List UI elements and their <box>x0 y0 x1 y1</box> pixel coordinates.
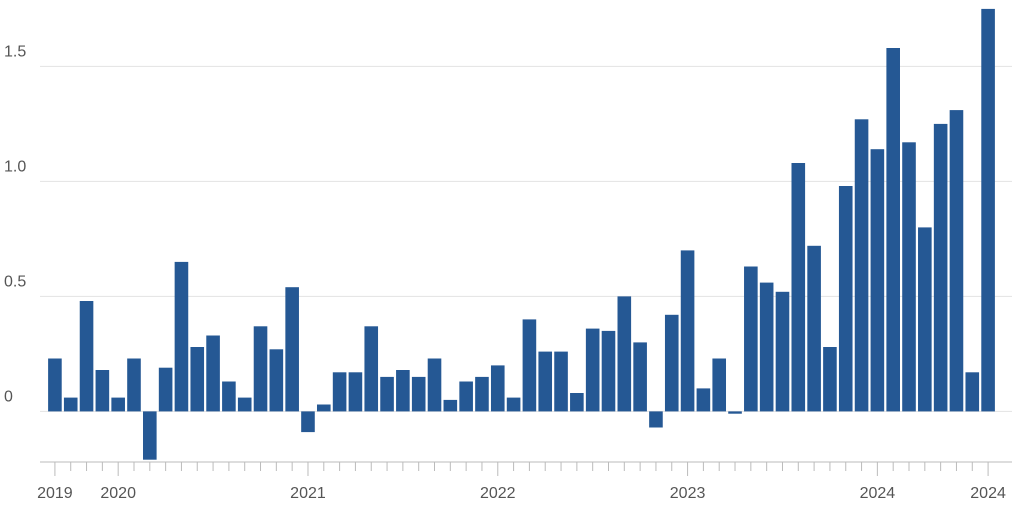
bar <box>63 397 78 412</box>
bar <box>728 411 742 414</box>
bar <box>744 266 758 412</box>
bar <box>190 347 205 412</box>
bar <box>601 330 616 412</box>
bar <box>443 399 458 412</box>
x-tick-label: 2020 <box>100 485 136 502</box>
bar <box>680 250 695 412</box>
bar <box>585 328 600 412</box>
bar <box>459 381 473 412</box>
bar <box>570 393 584 412</box>
y-tick-label: 1.0 <box>4 159 26 176</box>
bar <box>348 372 363 412</box>
bar <box>143 411 157 460</box>
y-tick-label: 0.5 <box>4 274 26 291</box>
bar <box>396 370 410 412</box>
bar <box>807 245 821 412</box>
bar <box>965 372 980 412</box>
bar <box>791 163 806 412</box>
x-tick-label: 2024 <box>860 485 896 502</box>
bar <box>759 282 774 412</box>
bar <box>301 411 315 433</box>
bar <box>823 347 837 412</box>
bar <box>427 358 442 412</box>
bar <box>506 397 521 412</box>
x-tick-label: 2023 <box>670 485 706 502</box>
x-tick-label: 2022 <box>480 485 516 502</box>
bar <box>918 227 932 412</box>
bar <box>332 372 347 412</box>
bar <box>411 376 426 412</box>
bar <box>79 301 94 412</box>
bar <box>269 349 284 412</box>
y-tick-label: 1.5 <box>4 44 26 61</box>
bar <box>696 388 711 412</box>
bar <box>206 335 220 412</box>
bar <box>949 110 964 412</box>
bar <box>253 326 268 412</box>
bar <box>490 365 505 412</box>
bar <box>111 397 125 412</box>
bar <box>886 48 900 412</box>
bar <box>838 186 853 412</box>
x-tick-label: 2024 <box>970 485 1006 502</box>
y-tick-label: 0 <box>4 389 13 406</box>
bar <box>364 326 379 412</box>
bar <box>633 342 647 412</box>
bar <box>522 319 537 412</box>
bar <box>237 397 252 412</box>
bar <box>285 287 299 412</box>
bar <box>174 261 189 412</box>
bar <box>933 123 948 412</box>
bar <box>902 142 916 412</box>
bar <box>649 411 663 428</box>
bar <box>158 367 173 412</box>
bar <box>127 358 141 412</box>
bar <box>554 351 568 412</box>
bar <box>664 314 679 412</box>
bar <box>981 8 995 412</box>
bar <box>48 358 62 412</box>
bar <box>617 296 632 412</box>
bar <box>712 358 727 412</box>
bar <box>870 149 885 412</box>
bar <box>316 404 331 412</box>
x-tick-label: 2019 <box>37 485 73 502</box>
bar <box>538 351 553 412</box>
bar <box>95 370 110 412</box>
x-tick-label: 2021 <box>290 485 326 502</box>
bar <box>380 376 394 412</box>
bar <box>222 381 236 412</box>
bar <box>475 376 489 412</box>
bar <box>854 119 869 412</box>
bar <box>775 291 790 412</box>
